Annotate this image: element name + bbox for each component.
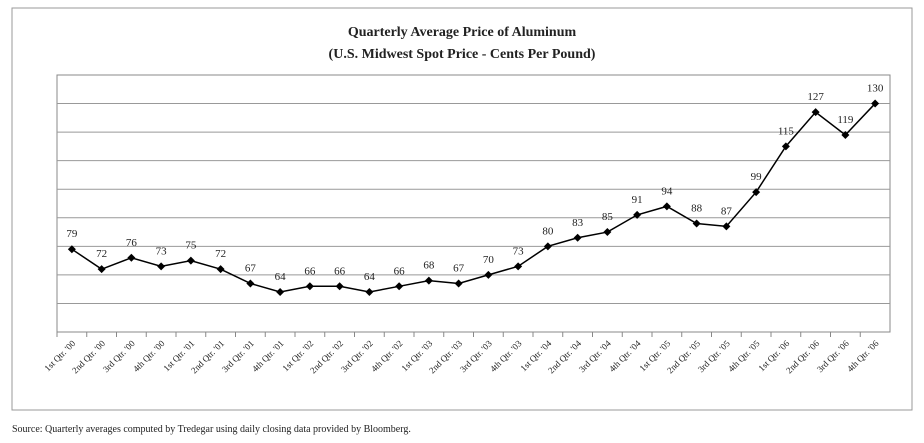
data-label: 127 <box>807 91 824 103</box>
data-point <box>157 262 166 271</box>
data-point <box>484 270 493 279</box>
data-label: 119 <box>837 114 854 126</box>
data-point <box>841 130 850 139</box>
data-point <box>365 288 374 297</box>
data-point <box>781 142 790 151</box>
data-point <box>67 245 76 254</box>
data-label: 73 <box>156 245 168 257</box>
data-point <box>395 282 404 291</box>
data-point <box>871 99 880 108</box>
data-label: 76 <box>126 237 138 249</box>
data-point <box>514 262 523 271</box>
source-note: Source: Quarterly averages computed by T… <box>12 424 411 435</box>
data-label: 75 <box>185 240 197 252</box>
data-point <box>573 233 582 242</box>
data-label: 80 <box>542 225 554 237</box>
chart-title: Quarterly Average Price of Aluminum <box>348 25 577 40</box>
data-label: 85 <box>602 211 614 223</box>
data-point <box>335 282 344 291</box>
data-point <box>246 279 255 288</box>
data-label: 73 <box>513 245 525 257</box>
data-label: 99 <box>751 171 763 183</box>
data-point <box>424 276 433 285</box>
data-label: 64 <box>275 271 287 283</box>
data-point <box>543 242 552 251</box>
data-point <box>752 188 761 197</box>
data-point <box>454 279 463 288</box>
data-label: 67 <box>453 262 465 274</box>
data-line <box>71 103 876 293</box>
data-point <box>127 253 136 262</box>
chart-subtitle: (U.S. Midwest Spot Price - Cents Per Pou… <box>329 47 596 62</box>
data-point <box>305 282 314 291</box>
data-point <box>276 288 285 297</box>
data-label: 64 <box>364 271 376 283</box>
data-label: 130 <box>867 83 884 95</box>
data-label: 66 <box>304 265 316 277</box>
data-label: 91 <box>632 194 643 206</box>
data-label: 83 <box>572 217 584 229</box>
data-point <box>722 222 731 231</box>
data-point <box>186 256 195 265</box>
data-label: 72 <box>96 248 107 260</box>
data-point <box>216 265 225 274</box>
data-label: 94 <box>661 185 673 197</box>
data-point <box>603 228 612 237</box>
data-label: 115 <box>778 125 795 137</box>
data-label: 79 <box>66 228 78 240</box>
data-label: 66 <box>394 265 406 277</box>
plot-area <box>56 74 891 333</box>
data-point <box>692 219 701 228</box>
data-label: 72 <box>215 248 226 260</box>
data-point <box>662 202 671 211</box>
data-label: 68 <box>423 260 435 272</box>
data-label: 66 <box>334 265 346 277</box>
data-point <box>811 108 820 117</box>
data-point <box>633 210 642 219</box>
data-point <box>97 265 106 274</box>
data-label: 88 <box>691 202 703 214</box>
data-label: 87 <box>721 205 733 217</box>
data-label: 67 <box>245 262 257 274</box>
data-label: 70 <box>483 254 495 266</box>
